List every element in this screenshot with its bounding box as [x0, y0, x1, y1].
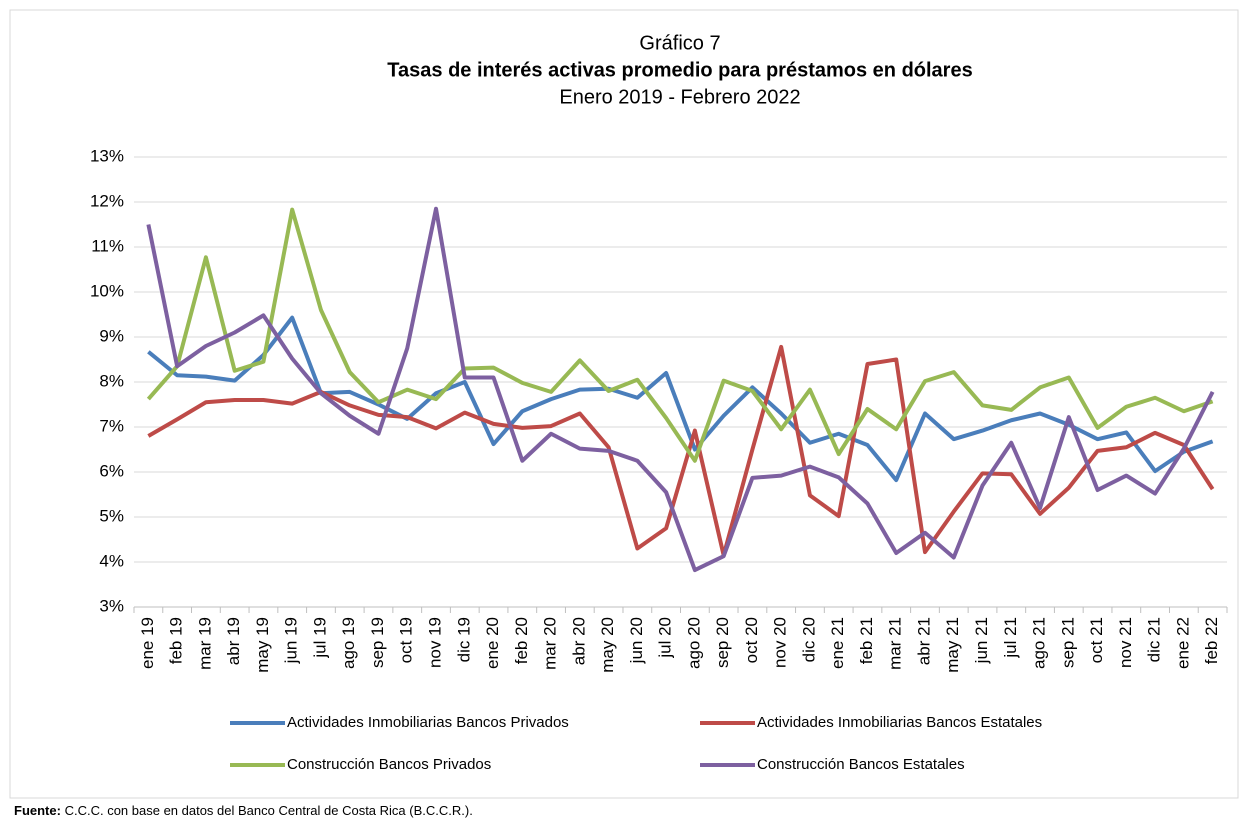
- legend-label: Construcción Bancos Estatales: [757, 756, 965, 773]
- y-tick-label: 3%: [99, 596, 124, 615]
- x-tick-label: feb 21: [857, 617, 876, 664]
- x-tick-label: may 20: [598, 617, 617, 673]
- x-tick-label: sep 21: [1058, 617, 1077, 668]
- series-line: [147, 344, 1215, 558]
- chart-number: Gráfico 7: [639, 32, 720, 54]
- x-tick-label: feb 20: [512, 617, 531, 664]
- y-tick-label: 7%: [99, 416, 124, 435]
- x-tick-label: oct 20: [742, 617, 761, 663]
- x-tick-label: may 21: [943, 617, 962, 673]
- x-tick-label: ago 21: [1030, 617, 1049, 669]
- x-tick-label: abr 21: [914, 617, 933, 665]
- x-tick-label: ene 19: [138, 617, 157, 669]
- series-line: [146, 206, 1215, 573]
- x-tick-label: jun 20: [627, 617, 646, 664]
- legend-label: Construcción Bancos Privados: [287, 756, 491, 773]
- x-tick-label: sep 19: [368, 617, 387, 668]
- x-tick-label: ene 20: [483, 617, 502, 669]
- x-tick-label: nov 19: [425, 617, 444, 668]
- x-tick-label: ago 20: [684, 617, 703, 669]
- series-line: [146, 207, 1214, 463]
- y-tick-label: 6%: [99, 461, 124, 480]
- x-tick-label: nov 20: [771, 617, 790, 668]
- x-tick-label: abr 20: [569, 617, 588, 665]
- x-tick-label: may 19: [253, 617, 272, 673]
- x-tick-label: oct 19: [397, 617, 416, 663]
- y-tick-label: 10%: [90, 281, 124, 300]
- x-tick-label: jul 20: [656, 617, 675, 659]
- legend-label: Actividades Inmobiliarias Bancos Estatal…: [757, 714, 1042, 731]
- y-tick-label: 13%: [90, 146, 124, 165]
- x-tick-label: feb 19: [167, 617, 186, 664]
- x-tick-label: jul 21: [1001, 617, 1020, 659]
- x-tick-label: ago 19: [339, 617, 358, 669]
- source-label: Fuente:: [14, 803, 61, 818]
- y-tick-label: 12%: [90, 191, 124, 210]
- x-tick-label: mar 20: [541, 617, 560, 670]
- source-text: C.C.C. con base en datos del Banco Centr…: [65, 803, 473, 818]
- x-tick-label: mar 19: [195, 617, 214, 670]
- y-tick-label: 5%: [99, 506, 124, 525]
- chart-subtitle: Enero 2019 - Febrero 2022: [559, 86, 800, 108]
- x-tick-label: feb 22: [1202, 617, 1221, 664]
- x-tick-label: oct 21: [1087, 617, 1106, 663]
- x-tick-label: ene 22: [1173, 617, 1192, 669]
- y-tick-label: 11%: [91, 236, 124, 255]
- x-tick-label: dic 19: [454, 617, 473, 662]
- y-tick-label: 4%: [99, 551, 124, 570]
- chart-title: Tasas de interés activas promedio para p…: [387, 59, 972, 81]
- x-tick-label: ene 21: [828, 617, 847, 669]
- y-tick-label: 8%: [99, 371, 124, 390]
- y-tick-label: 9%: [99, 326, 124, 345]
- x-tick-label: dic 21: [1145, 617, 1164, 662]
- x-tick-label: sep 20: [713, 617, 732, 668]
- source: Fuente: C.C.C. con base en datos del Ban…: [14, 803, 473, 818]
- x-tick-label: mar 21: [886, 617, 905, 670]
- legend-label: Actividades Inmobiliarias Bancos Privado…: [287, 714, 569, 731]
- x-tick-label: abr 19: [224, 617, 243, 665]
- x-tick-label: dic 20: [799, 617, 818, 662]
- x-tick-label: nov 21: [1116, 617, 1135, 668]
- x-tick-label: jul 19: [310, 617, 329, 659]
- x-tick-label: jun 21: [972, 617, 991, 664]
- x-tick-label: jun 19: [282, 617, 301, 664]
- chart-border: [9, 9, 1239, 799]
